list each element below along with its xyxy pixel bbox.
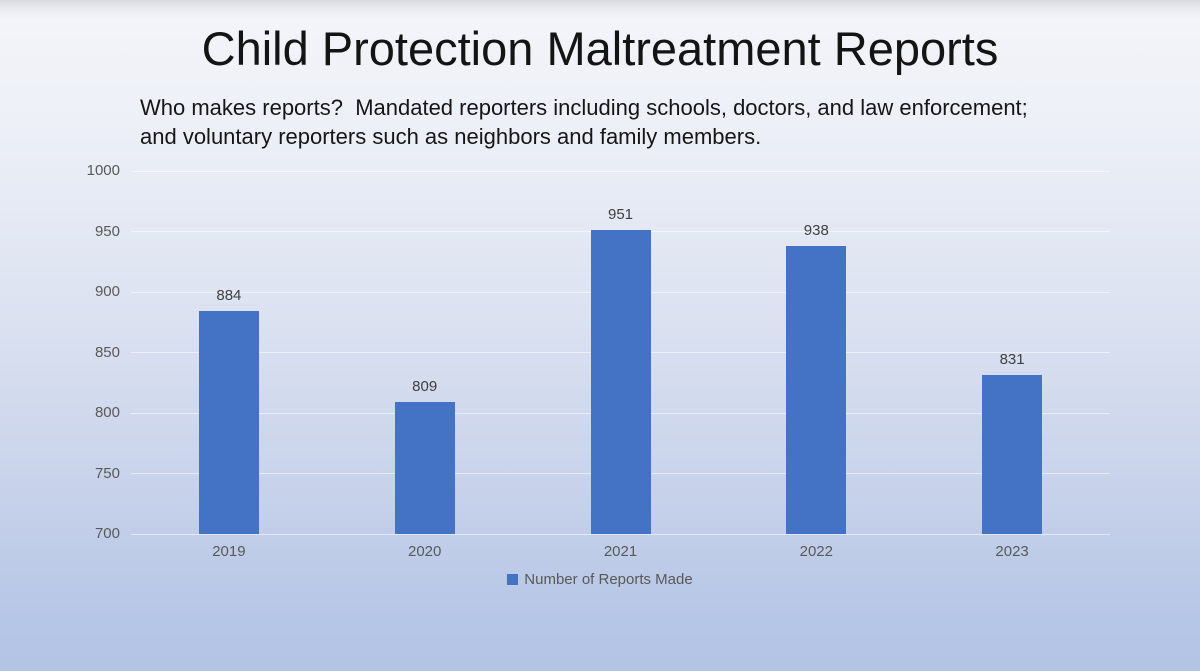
bar-value-label: 884	[216, 287, 242, 305]
bar-2019	[198, 311, 259, 534]
y-axis-tick-label: 950	[94, 222, 120, 240]
subtitle-line-1: Who makes reports? Mandated reporters in…	[140, 95, 1028, 120]
x-axis-tick-label: 2019	[212, 543, 246, 560]
y-axis-tick-label: 900	[94, 283, 120, 300]
y-axis-tick-label: 850	[94, 343, 120, 361]
bar-value-label: 951	[607, 206, 634, 224]
x-axis-tick-label: 2021	[603, 543, 638, 560]
slide-title: Child Protection Maltreatment Reports	[201, 22, 999, 75]
y-axis-tick-label: 750	[94, 464, 120, 482]
y-axis-tick-label: 800	[94, 404, 120, 421]
bar-value-label: 809	[412, 378, 438, 396]
legend-label: Number of Reports Made	[524, 571, 693, 588]
bar-2021	[590, 230, 651, 534]
slide-subtitle: Who makes reports? Mandated reporters in…	[140, 93, 1100, 151]
chart-legend: Number of Reports Made	[0, 571, 1200, 588]
subtitle-line-2: and voluntary reporters such as neighbor…	[140, 124, 762, 149]
gridline	[131, 533, 1110, 535]
legend-swatch-icon	[507, 574, 519, 585]
y-axis-tick-label: 700	[94, 525, 120, 542]
bar-value-label: 938	[803, 222, 829, 240]
bar-2020	[394, 402, 455, 534]
y-axis-tick-label: 1000	[86, 162, 120, 179]
bar-2022	[786, 246, 847, 534]
bar-2023	[982, 375, 1043, 534]
bar-value-label: 831	[999, 351, 1025, 369]
gridline	[131, 170, 1110, 172]
x-axis-tick-label: 2023	[995, 543, 1029, 560]
x-axis-tick-label: 2020	[408, 543, 442, 560]
x-axis-tick-label: 2022	[799, 543, 833, 560]
